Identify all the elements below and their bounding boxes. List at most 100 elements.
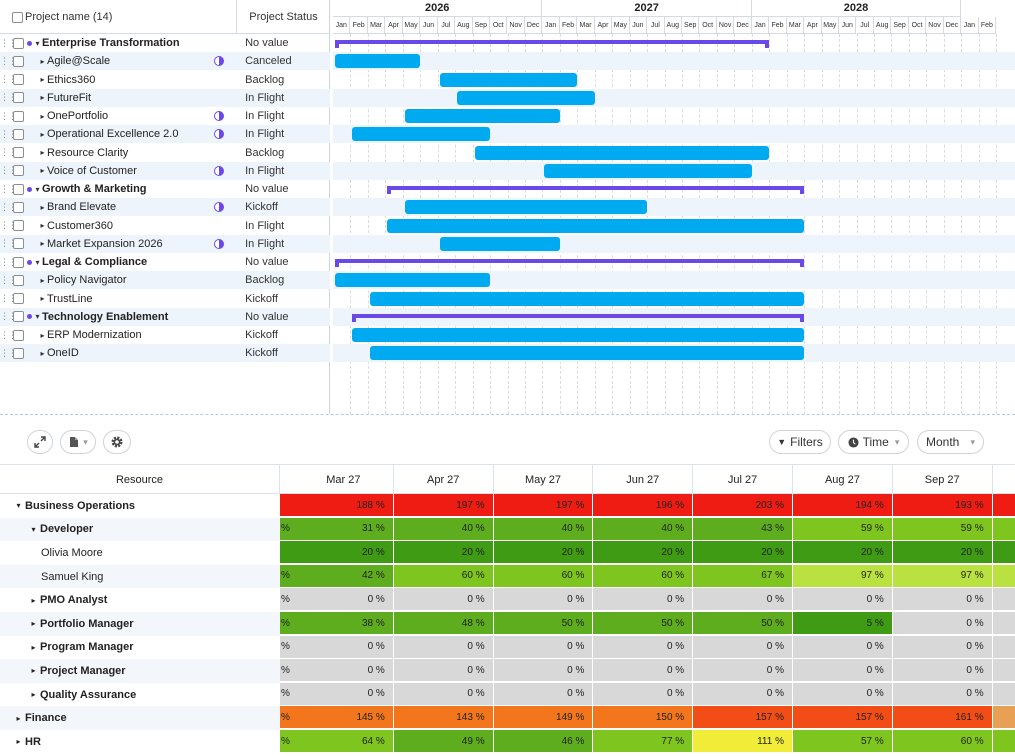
utilization-cell[interactable]: 50 % bbox=[693, 612, 793, 635]
project-name[interactable]: Operational Excellence 2.0 bbox=[47, 128, 179, 141]
utilization-cell[interactable]: 149 % bbox=[493, 706, 594, 730]
resource-name-cell[interactable]: ▸ HR bbox=[0, 730, 280, 754]
utilization-cell[interactable]: 20 % bbox=[793, 541, 893, 565]
utilization-cell[interactable]: 0 % bbox=[693, 682, 793, 706]
resource-name-cell[interactable]: ▸ Project Manager bbox=[0, 659, 280, 683]
chevron-right-icon[interactable]: ▸ bbox=[16, 737, 21, 747]
row-checkbox[interactable] bbox=[13, 329, 24, 341]
project-bar[interactable] bbox=[544, 163, 752, 178]
project-status[interactable]: No value bbox=[245, 256, 289, 268]
project-row[interactable]: ⋮⋮ ▸ OnePortfolio In Flight bbox=[0, 107, 330, 125]
utilization-cell[interactable]: 50 % bbox=[493, 612, 594, 635]
resource-row[interactable]: ▾ Business Operations 188 % 197 % 197 % 196 %… bbox=[0, 494, 1015, 518]
project-bar[interactable] bbox=[335, 273, 491, 288]
project-name[interactable]: Legal & Compliance bbox=[42, 256, 148, 268]
drag-handle-icon[interactable]: ⋮⋮ bbox=[0, 128, 17, 139]
project-status[interactable]: No value bbox=[245, 183, 289, 195]
drag-handle-icon[interactable]: ⋮⋮ bbox=[0, 110, 17, 121]
utilization-cell[interactable]: 60 % bbox=[593, 564, 694, 588]
resource-name-cell[interactable]: ▸ Quality Assurance bbox=[0, 682, 280, 707]
chevron-right-icon[interactable]: ▸ bbox=[40, 348, 45, 358]
chevron-right-icon[interactable]: ▸ bbox=[40, 93, 45, 103]
project-name[interactable]: Market Expansion 2026 bbox=[47, 237, 163, 250]
project-bar[interactable] bbox=[404, 109, 560, 123]
utilization-cell[interactable]: 0 % bbox=[593, 635, 694, 659]
project-name[interactable]: OnePortfolio bbox=[47, 110, 109, 122]
utilization-cell[interactable]: 20 % bbox=[493, 541, 594, 565]
project-name[interactable]: Policy Navigator bbox=[47, 274, 127, 287]
drag-handle-icon[interactable]: ⋮⋮ bbox=[0, 183, 17, 194]
chevron-right-icon[interactable]: ▸ bbox=[31, 642, 36, 652]
utilization-cell[interactable]: 40 % bbox=[493, 517, 594, 541]
utilization-cell[interactable]: 0 % bbox=[493, 635, 594, 659]
utilization-cell[interactable]: 46 % bbox=[493, 730, 594, 753]
row-checkbox[interactable] bbox=[13, 110, 24, 122]
project-bar[interactable] bbox=[474, 145, 770, 160]
utilization-cell[interactable]: 0 % bbox=[393, 635, 494, 659]
chevron-down-icon[interactable]: ▾ bbox=[35, 312, 40, 322]
utilization-cell[interactable]: 0 % bbox=[693, 635, 793, 659]
project-bar[interactable] bbox=[352, 328, 805, 342]
drag-handle-icon[interactable]: ⋮⋮ bbox=[0, 329, 17, 340]
expand-button[interactable] bbox=[27, 430, 53, 454]
utilization-cell[interactable]: 0 % bbox=[294, 588, 394, 612]
group-row[interactable]: ⋮⋮ ▾ Technology Enablement No value bbox=[0, 307, 330, 326]
row-checkbox[interactable] bbox=[13, 293, 24, 304]
utilization-cell[interactable]: 150 % bbox=[593, 706, 694, 730]
utilization-cell[interactable]: 111 % bbox=[693, 730, 793, 753]
utilization-cell[interactable]: 20 % bbox=[294, 541, 394, 565]
utilization-cell[interactable]: 0 % bbox=[393, 588, 494, 612]
utilization-cell[interactable]: 64 % bbox=[294, 730, 394, 753]
project-bar[interactable] bbox=[404, 200, 648, 215]
utilization-cell[interactable]: 57 % bbox=[793, 730, 893, 753]
resource-name-cell[interactable]: ▸ Finance bbox=[0, 706, 280, 730]
drag-handle-icon[interactable]: ⋮⋮ bbox=[0, 147, 17, 157]
utilization-cell[interactable]: 20 % bbox=[892, 541, 993, 565]
chevron-down-icon[interactable]: ▾ bbox=[35, 257, 40, 267]
utilization-cell[interactable]: 0 % bbox=[493, 682, 594, 706]
project-row[interactable]: ⋮⋮ ▸ FutureFit In Flight bbox=[0, 88, 330, 107]
month-column-header[interactable]: Apr 27 bbox=[394, 465, 494, 494]
group-summary-bar[interactable] bbox=[335, 259, 805, 267]
utilization-cell[interactable]: 5 % bbox=[793, 612, 893, 635]
drag-handle-icon[interactable]: ⋮⋮ bbox=[0, 37, 17, 48]
chevron-right-icon[interactable]: ▸ bbox=[31, 595, 36, 605]
row-checkbox[interactable] bbox=[13, 274, 24, 286]
chevron-right-icon[interactable]: ▸ bbox=[40, 75, 45, 84]
pane-splitter[interactable] bbox=[0, 414, 1015, 418]
utilization-cell[interactable]: 196 % bbox=[593, 494, 694, 517]
select-all-checkbox[interactable] bbox=[12, 11, 23, 23]
chevron-right-icon[interactable]: ▸ bbox=[40, 275, 45, 285]
month-column-header[interactable]: Jun 27 bbox=[593, 465, 694, 494]
utilization-cell[interactable]: 60 % bbox=[393, 564, 494, 588]
row-checkbox[interactable] bbox=[13, 92, 24, 104]
utilization-cell[interactable]: 0 % bbox=[693, 588, 793, 612]
group-summary-bar[interactable] bbox=[352, 313, 805, 322]
project-name[interactable]: Brand Elevate bbox=[47, 201, 117, 214]
group-row[interactable]: ⋮⋮ ▾ Enterprise Transformation No value bbox=[0, 34, 330, 52]
group-row[interactable]: ⋮⋮ ▾ Growth & Marketing No value bbox=[0, 180, 330, 198]
project-status[interactable]: No value bbox=[245, 310, 289, 323]
time-dropdown[interactable]: Time ▾ bbox=[838, 430, 909, 454]
utilization-cell[interactable]: 49 % bbox=[393, 730, 494, 753]
utilization-cell[interactable]: 0 % bbox=[892, 682, 993, 706]
utilization-cell[interactable]: 31 % bbox=[294, 517, 394, 541]
chevron-right-icon[interactable]: ▸ bbox=[31, 666, 36, 676]
utilization-cell[interactable]: 0 % bbox=[892, 612, 993, 635]
utilization-cell[interactable]: 38 % bbox=[294, 612, 394, 635]
utilization-cell[interactable]: 161 % bbox=[892, 706, 993, 730]
resource-row[interactable]: ▸ Project Manager% 0 % 0 % 0 % 0 % 0 % 0 % 0 % bbox=[0, 659, 1015, 683]
month-column-header[interactable]: Mar 27 bbox=[294, 465, 394, 494]
utilization-cell[interactable]: 0 % bbox=[793, 659, 893, 683]
month-column-header[interactable]: Aug 27 bbox=[793, 465, 893, 494]
project-status[interactable]: In Flight bbox=[245, 219, 285, 232]
project-name[interactable]: Agile@Scale bbox=[47, 55, 111, 68]
resource-row[interactable]: ▸ Quality Assurance% 0 % 0 % 0 % 0 % 0 % 0 % 0 % bbox=[0, 682, 1015, 707]
resource-name-cell[interactable]: ▾ Business Operations bbox=[0, 494, 280, 518]
resource-row[interactable]: Samuel King% 42 % 60 % 60 % 60 % 67 % 97 % 97 % bbox=[0, 564, 1015, 589]
chevron-right-icon[interactable]: ▸ bbox=[40, 148, 45, 157]
project-name[interactable]: TrustLine bbox=[47, 292, 93, 305]
project-name[interactable]: Resource Clarity bbox=[47, 146, 129, 159]
utilization-cell[interactable]: 0 % bbox=[593, 659, 694, 683]
chevron-right-icon[interactable]: ▸ bbox=[40, 111, 45, 121]
